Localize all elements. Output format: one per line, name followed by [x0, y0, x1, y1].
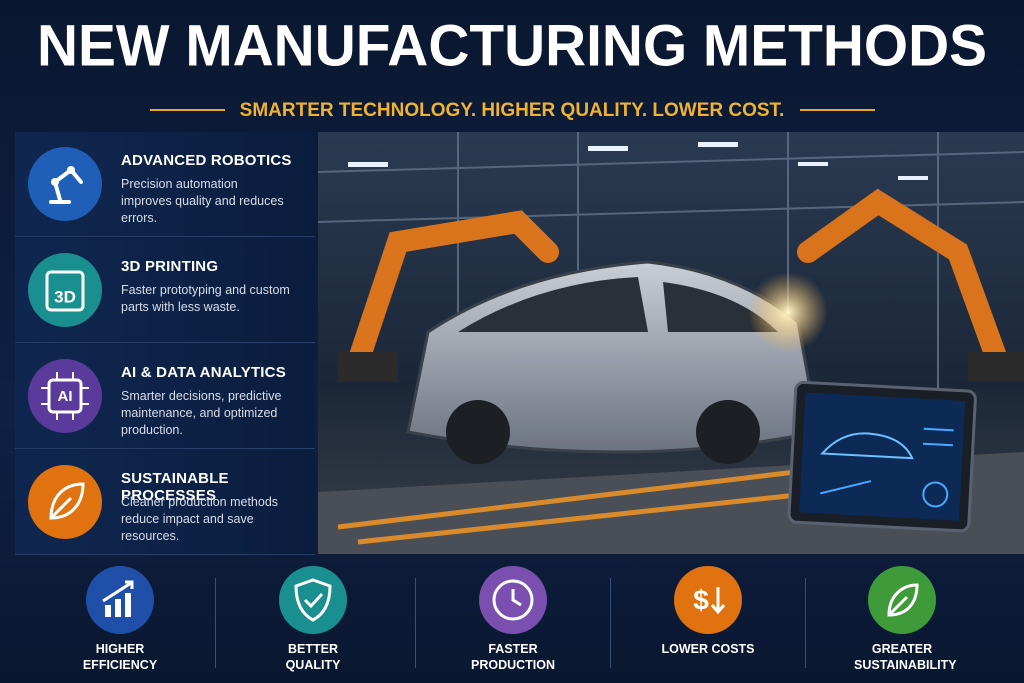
benefit-label: LOWER COSTS	[661, 642, 755, 656]
feature: AI AI & DATA ANALYTICS Smarter decisions…	[15, 344, 315, 449]
feature: ADVANCED ROBOTICS Precision automation i…	[15, 132, 315, 237]
icon: AI	[28, 359, 102, 433]
benefit: $ LOWER COSTS	[618, 565, 798, 657]
feature-title: AI & DATA ANALYTICS	[121, 364, 286, 381]
icon-text: AI	[58, 388, 73, 405]
icon	[86, 566, 154, 634]
separator	[805, 578, 806, 668]
feature-title: 3D PRINTING	[121, 258, 219, 275]
subtitle: SMARTER TECHNOLOGY. HIGHER QUALITY. LOWE…	[240, 100, 785, 121]
benefit: HIGHER EFFICIENCY	[30, 565, 210, 673]
benefit: GREATER SUSTAINABILITY	[812, 565, 992, 673]
benefit-label: FASTER PRODUCTION	[470, 642, 556, 672]
separator	[415, 578, 416, 668]
feature-text: Faster prototyping and custom parts with…	[121, 283, 290, 314]
separator	[215, 578, 216, 668]
feature-title: ADVANCED ROBOTICS	[121, 152, 292, 169]
benefit: BETTER QUALITY	[223, 565, 403, 673]
icon: 3D	[28, 253, 102, 327]
icon	[28, 465, 102, 539]
feature: 3D 3D PRINTING Faster prototyping and cu…	[15, 238, 315, 343]
benefit: FASTER PRODUCTION	[423, 565, 603, 673]
feature-text: Smarter decisions, predictive maintenanc…	[121, 389, 282, 437]
icon-text: 3D	[54, 287, 76, 306]
icon: $	[674, 566, 742, 634]
icon	[279, 566, 347, 634]
feature-text: Cleaner production methods reduce impact…	[121, 495, 279, 543]
benefit-label: BETTER QUALITY	[285, 642, 341, 672]
factory-image	[318, 132, 1024, 554]
feature: SUSTAINABLE PROCESSES Cleaner production…	[15, 450, 315, 555]
icon	[28, 147, 102, 221]
title: NEW MANUFACTURING METHODS	[37, 13, 987, 78]
icon-text: $	[693, 584, 709, 615]
benefit-label: GREATER SUSTAINABILITY	[854, 642, 957, 672]
feature-text: Precision automation improves quality an…	[121, 177, 284, 225]
benefit-label: HIGHER EFFICIENCY	[82, 642, 158, 672]
header: NEW MANUFACTURING METHODS SMARTER TECHNO…	[37, 13, 987, 121]
icon	[479, 566, 547, 634]
separator	[610, 578, 611, 668]
feature-title: SUSTAINABLE PROCESSES	[121, 470, 229, 504]
icon	[868, 566, 936, 634]
